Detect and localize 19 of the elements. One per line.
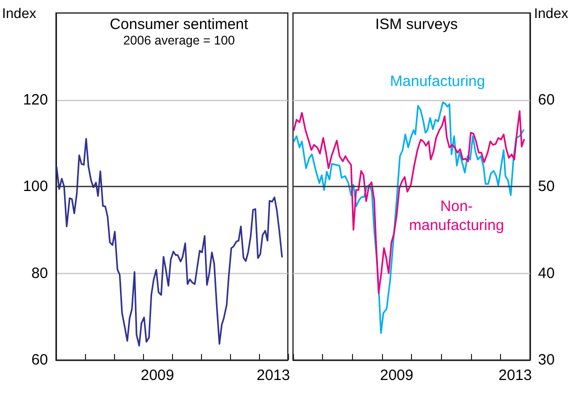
x-tick-label: 2009 [140, 367, 174, 384]
y-axis-title: Index [534, 5, 568, 21]
series-label: Manufacturing [390, 72, 486, 90]
y-tick-label: 40 [538, 264, 555, 282]
y-tick-label: 50 [538, 178, 555, 195]
chart-title: Consumer sentiment [110, 16, 250, 33]
x-tick-label: 2013 [498, 367, 532, 384]
y-axis-title: Index [2, 5, 36, 21]
y-tick-label: 120 [22, 91, 48, 108]
y-tick-label: 60 [538, 91, 555, 108]
y-tick-label: 100 [22, 178, 48, 195]
series-label: Non-manufacturing [409, 198, 504, 234]
chart-title: ISM surveys [375, 16, 458, 33]
x-tick-label: 2013 [256, 367, 290, 384]
y-tick-label: 60 [31, 352, 48, 368]
x-tick-label: 2009 [380, 367, 414, 384]
y-tick-label: 30 [538, 352, 555, 368]
text: 2006 average = 100 [123, 34, 235, 48]
y-tick-label: 80 [31, 264, 48, 282]
